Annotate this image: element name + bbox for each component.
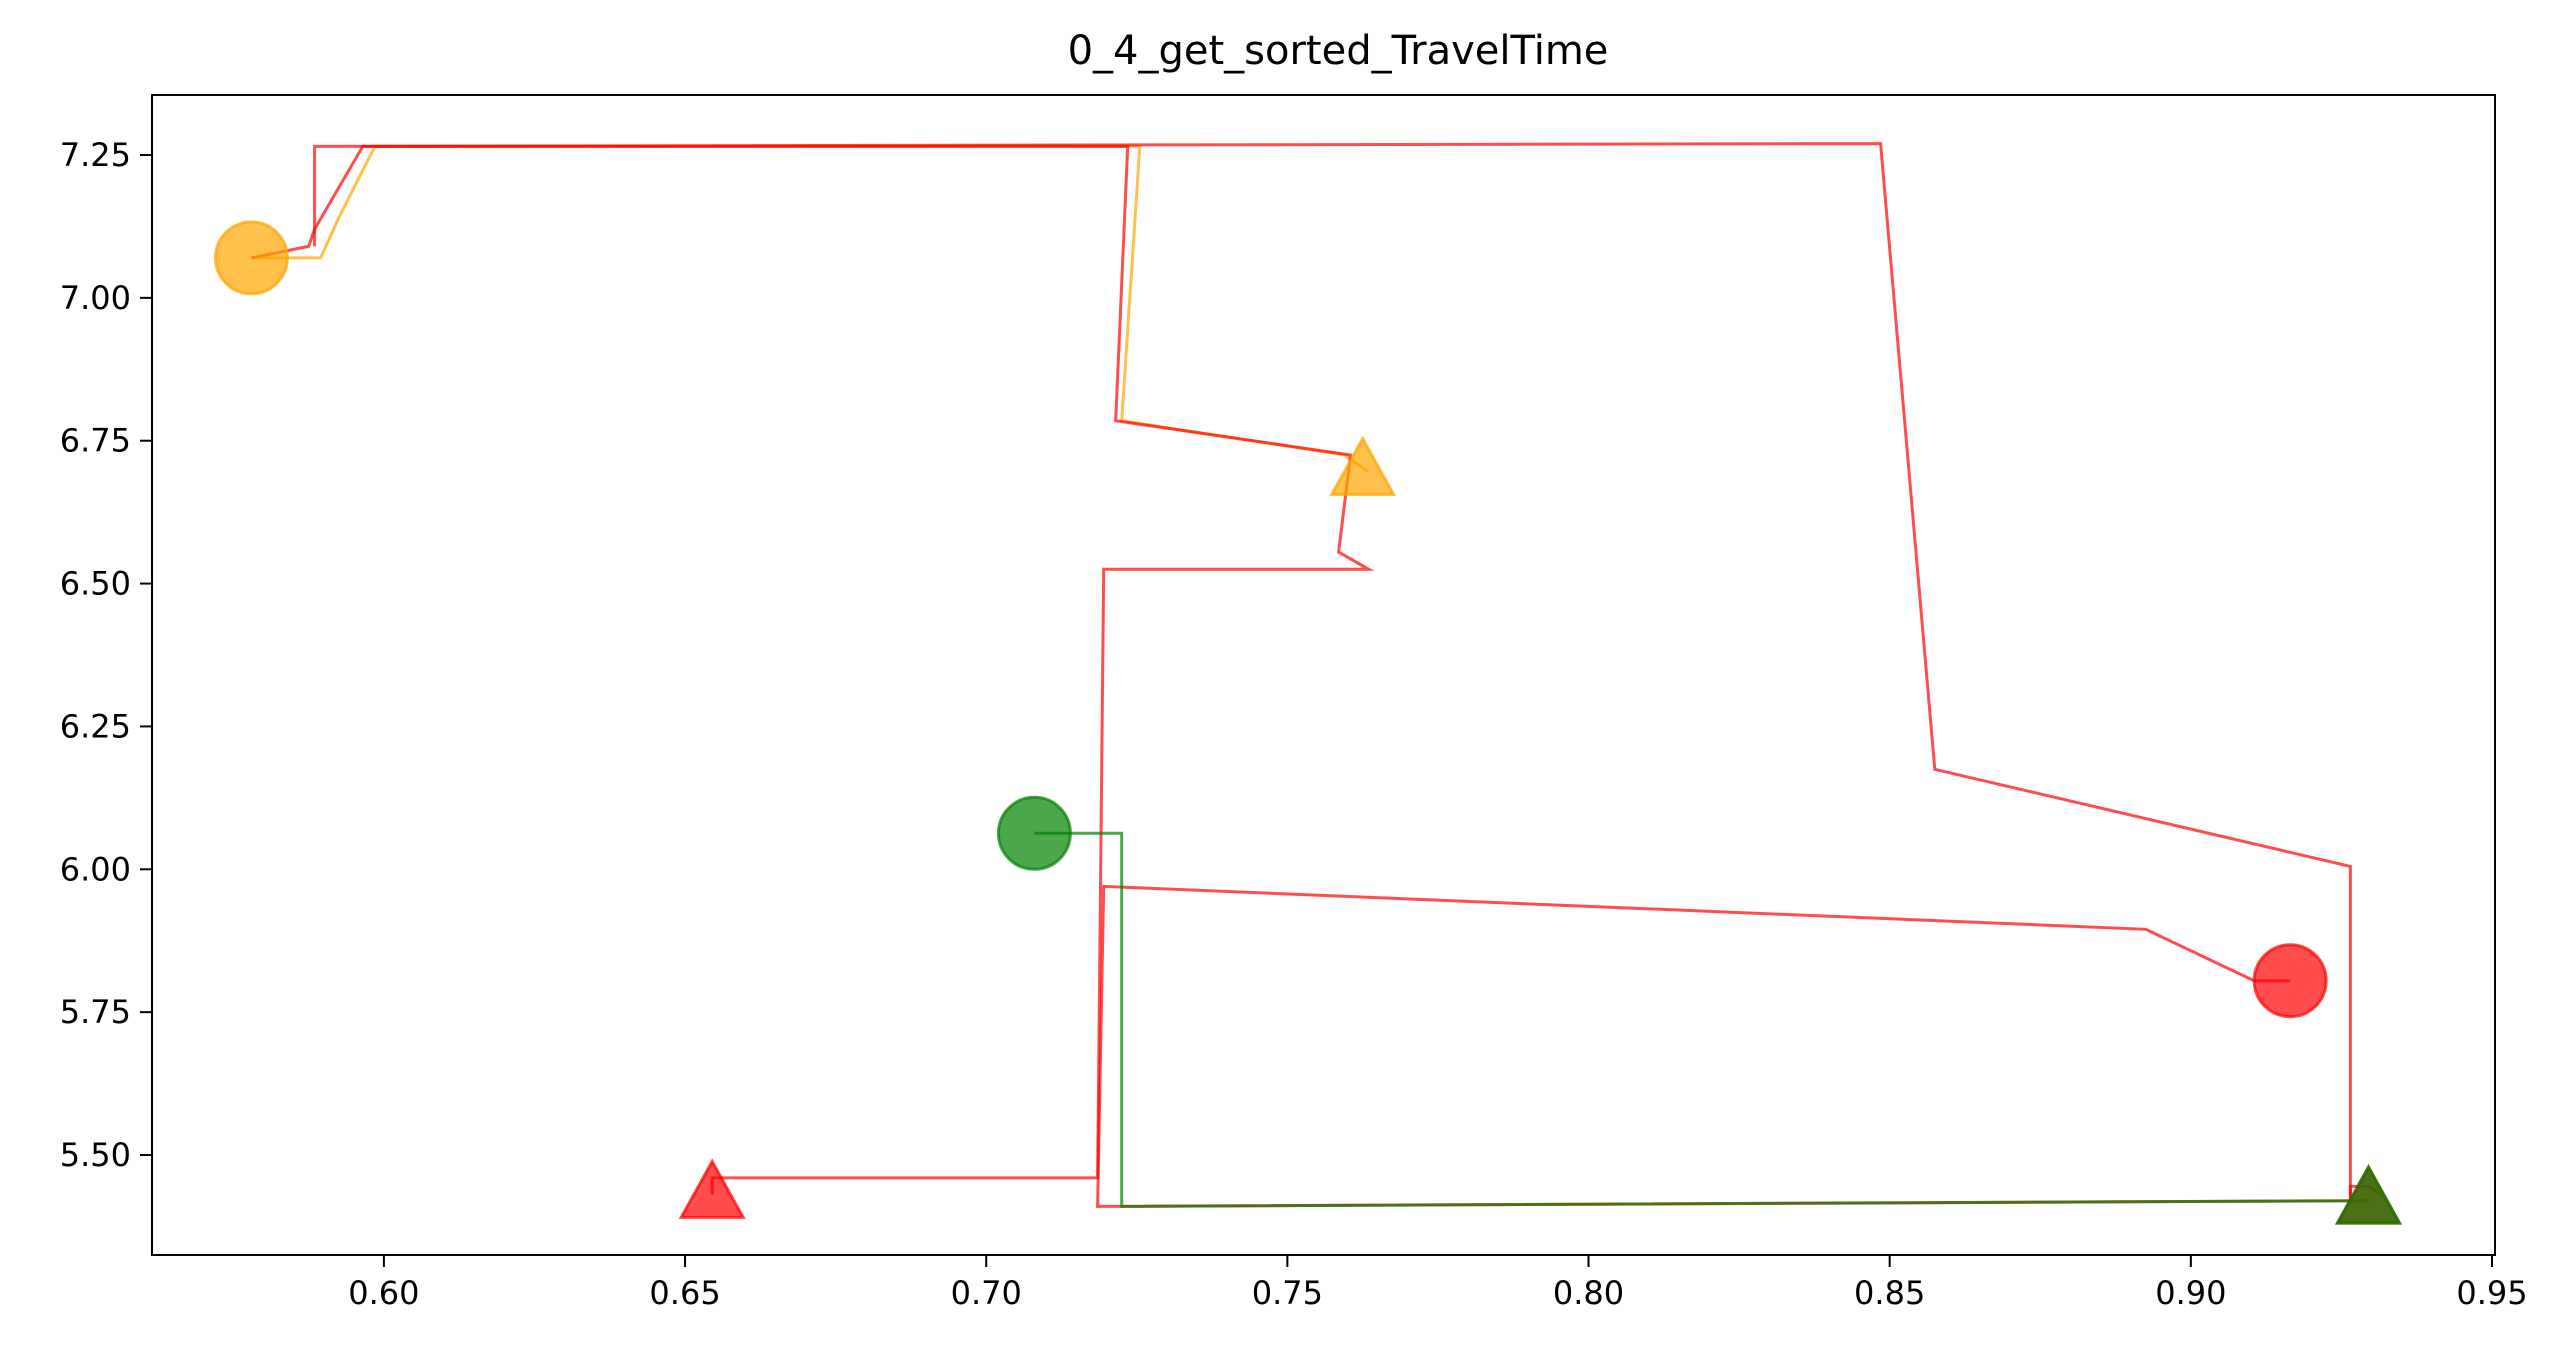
x-tick-label: 0.65 — [649, 1274, 720, 1312]
x-tick-label: 0.70 — [951, 1274, 1022, 1312]
route-line-1 — [251, 144, 1375, 1195]
end-marker-1 — [678, 1158, 746, 1219]
y-tick-label: 5.75 — [60, 993, 131, 1031]
plot-area — [213, 142, 2403, 1225]
x-tick-label: 0.60 — [348, 1274, 419, 1312]
x-tick-label: 0.85 — [1854, 1274, 1925, 1312]
x-tick-label: 0.80 — [1553, 1274, 1624, 1312]
y-tick-label: 7.00 — [60, 279, 131, 317]
chart-title: 0_4_get_sorted_TravelTime — [1068, 28, 1609, 74]
x-tick-label: 0.95 — [2456, 1274, 2527, 1312]
route-line-2 — [313, 142, 2352, 1208]
end-marker-4 — [2334, 1164, 2403, 1225]
x-tick-label: 0.90 — [2155, 1274, 2226, 1312]
y-tick-label: 6.25 — [60, 707, 131, 745]
x-tick-label: 0.75 — [1252, 1274, 1323, 1312]
start-marker-4 — [996, 795, 1072, 871]
start-marker-1 — [2252, 943, 2328, 1019]
route-line-0 — [251, 144, 1370, 474]
y-tick-label: 7.25 — [60, 136, 131, 174]
y-tick-label: 6.00 — [60, 850, 131, 888]
axes: 0.60 0.65 0.70 0.75 0.80 0.85 0.90 0.95 5.50 5.75… — [60, 94, 2528, 1312]
start-marker-0 — [213, 220, 289, 296]
end-marker-0 — [1329, 435, 1397, 496]
y-tick-label: 6.75 — [60, 422, 131, 460]
route-line-4 — [1034, 831, 2369, 1208]
axes-frame — [151, 94, 2496, 1256]
y-tick-label: 6.50 — [60, 565, 131, 603]
y-tick-label: 5.50 — [60, 1136, 131, 1174]
